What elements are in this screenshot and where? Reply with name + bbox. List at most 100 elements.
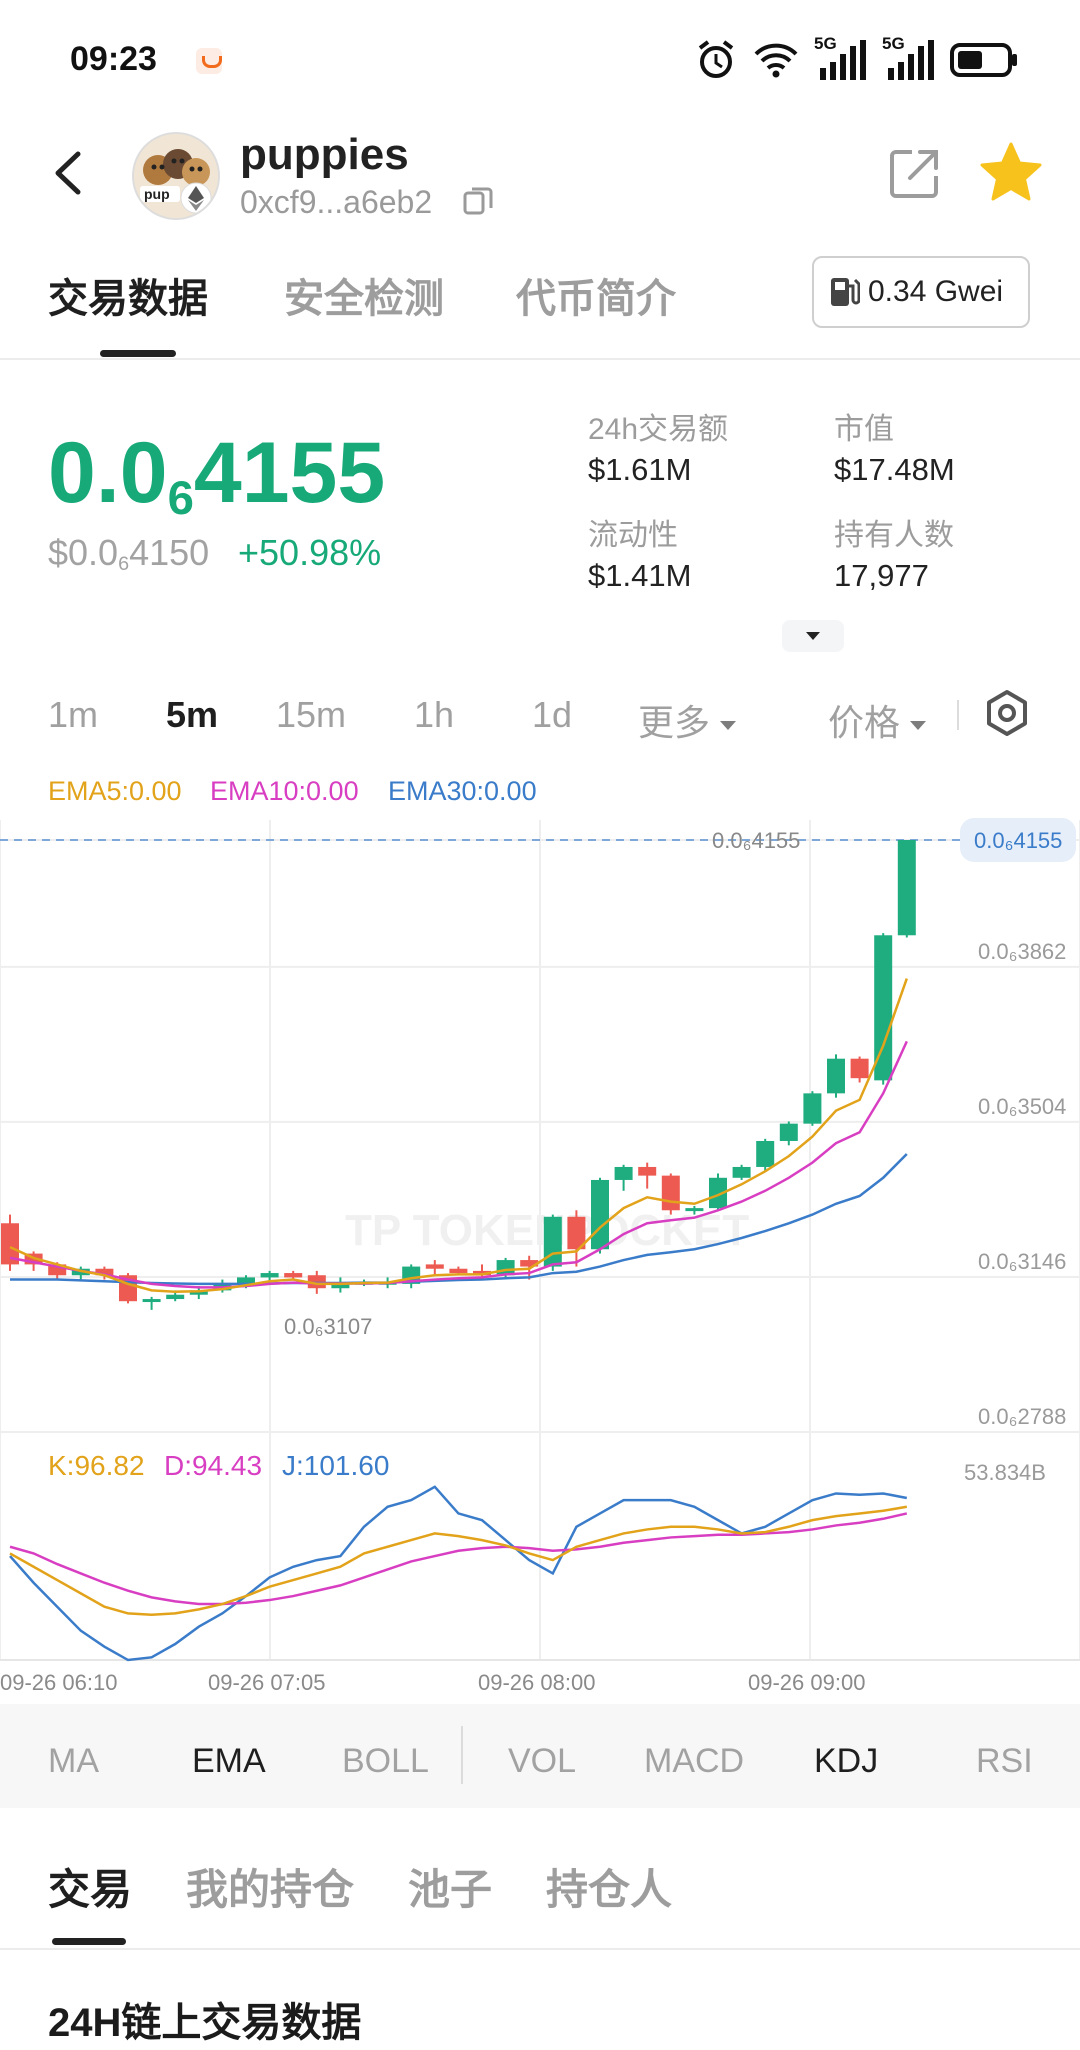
gas-value: 0.34 Gwei [868, 275, 1004, 308]
price-change: +50.98% [238, 532, 382, 573]
timeframe-1d[interactable]: 1d [532, 694, 573, 735]
current-price-label: 0.0₆4155 [712, 828, 800, 853]
candle-body [874, 935, 893, 1081]
didi-app-icon [196, 48, 222, 74]
share-icon[interactable] [886, 146, 942, 202]
indicator-ema[interactable]: EMA [192, 1742, 266, 1780]
kdj-k-line [9, 1505, 908, 1616]
stat-value-holders: 17,977 [834, 558, 929, 593]
stat-label-holders: 持有人数 [834, 519, 954, 552]
section-title: 24H链上交易数据 [48, 2001, 362, 2045]
tab-trade-data[interactable]: 交易数据 [48, 277, 208, 321]
price-mode-dropdown[interactable]: 价格 [828, 694, 927, 746]
timeframe-5m[interactable]: 5m [166, 694, 219, 735]
time-axis-tick: 09-26 09:00 [748, 1670, 865, 1695]
tab-security-check[interactable]: 安全检测 [284, 277, 444, 321]
token-avatar: pup [132, 132, 220, 220]
usd-price: $0.064150 [48, 532, 209, 576]
favorite-star-icon[interactable] [978, 140, 1044, 206]
back-arrow-icon[interactable] [48, 148, 88, 198]
timeframe-1h[interactable]: 1h [414, 694, 455, 735]
copy-icon[interactable] [462, 184, 494, 216]
network-label-1: 5G [814, 34, 837, 53]
indicator-boll[interactable]: BOLL [342, 1742, 429, 1780]
kdj-d-legend: D:94.43 [164, 1450, 263, 1481]
candle-body [638, 1166, 657, 1176]
status-time: 09:23 [70, 40, 157, 78]
caret-down-icon [806, 632, 820, 640]
indicator-vol[interactable]: VOL [508, 1742, 577, 1780]
current-price-tag [960, 818, 1076, 862]
price-axis-tick: 0.0₆3146 [978, 1249, 1066, 1274]
stat-label-volume: 24h交易额 [588, 413, 729, 446]
ema30-line [10, 1153, 908, 1286]
candle-body [756, 1140, 775, 1167]
candle-body [685, 1208, 704, 1212]
tab-pools[interactable]: 池子 [408, 1866, 493, 1913]
avatar-text: pup [144, 186, 170, 202]
candle-body [425, 1264, 444, 1269]
indicator-separator [461, 1726, 463, 1784]
kdj-k-legend: K:96.82 [48, 1450, 145, 1481]
fuel-pump-icon [831, 278, 860, 306]
kdj-j-line [9, 1485, 908, 1662]
timeframe-separator [957, 700, 959, 730]
ema5-legend: EMA5:0.00 [48, 776, 182, 806]
indicator-ma[interactable]: MA [48, 1742, 99, 1780]
caret-down-icon [720, 720, 737, 730]
signal-icon-2: 5G [882, 34, 936, 82]
timeframe-15m[interactable]: 15m [276, 694, 347, 735]
price-suffix: 4155 [193, 425, 386, 521]
kdj-j-legend: J:101.60 [282, 1450, 390, 1481]
candle-body [142, 1299, 161, 1303]
tab-my-holdings[interactable]: 我的持仓 [186, 1866, 355, 1913]
tab-token-intro[interactable]: 代币简介 [516, 277, 676, 321]
alarm-icon [698, 40, 734, 78]
candle-body [237, 1277, 255, 1284]
candle-body [48, 1264, 67, 1276]
candle-body [95, 1268, 114, 1276]
candle-body [520, 1260, 539, 1267]
caret-down-icon [910, 720, 927, 730]
indicator-rsi[interactable]: RSI [976, 1742, 1033, 1780]
gas-price-button[interactable]: 0.34 Gwei [812, 256, 1030, 328]
indicator-kdj[interactable]: KDJ [814, 1742, 879, 1780]
price-prefix: 0.0 [48, 425, 168, 521]
gear-icon[interactable] [982, 688, 1032, 738]
tab-underline [100, 350, 176, 357]
candle-body [732, 1166, 751, 1178]
candle-body [1, 1223, 19, 1265]
candle-body [709, 1177, 727, 1209]
price-chart[interactable]: TP TOKENPOCKET0.0₆41550.0₆41550.0₆38620.… [0, 800, 1080, 1700]
timeframe-1m[interactable]: 1m [48, 694, 99, 735]
candle-body [897, 840, 916, 936]
time-axis-tick: 09-26 08:00 [478, 1670, 595, 1695]
candle-body [827, 1058, 845, 1094]
candle-body [567, 1216, 586, 1250]
indicator-macd[interactable]: MACD [644, 1742, 745, 1780]
candle-body [189, 1290, 208, 1295]
price-axis-tick: 0.0₆2788 [978, 1404, 1066, 1429]
stat-value-market-cap: $17.48M [834, 452, 955, 487]
ema10-line [9, 1040, 908, 1289]
usd-suffix: 4150 [129, 532, 210, 573]
more-timeframes-dropdown[interactable]: 更多 [638, 694, 737, 746]
expand-stats-button[interactable] [782, 620, 844, 652]
candle-body [661, 1175, 680, 1211]
stat-label-market-cap: 市值 [834, 413, 894, 446]
signal-icon-1: 5G [814, 34, 868, 82]
tab-holders[interactable]: 持仓人 [546, 1866, 673, 1913]
wifi-icon [754, 43, 798, 78]
tab-trade[interactable]: 交易 [48, 1866, 133, 1913]
candle-body [449, 1268, 468, 1274]
candle-body [284, 1273, 303, 1278]
usd-prefix: $0.0 [48, 532, 119, 573]
indicator-tabs [0, 1704, 1080, 1808]
time-axis-tick: 09-26 07:05 [208, 1670, 325, 1695]
price-axis-tick: 0.0₆3862 [978, 939, 1066, 964]
candle-body [850, 1058, 869, 1079]
candle-body [260, 1273, 279, 1278]
stat-value-liquidity: $1.41M [588, 558, 692, 593]
candle-body [591, 1179, 609, 1250]
more-label: 更多 [638, 702, 711, 743]
